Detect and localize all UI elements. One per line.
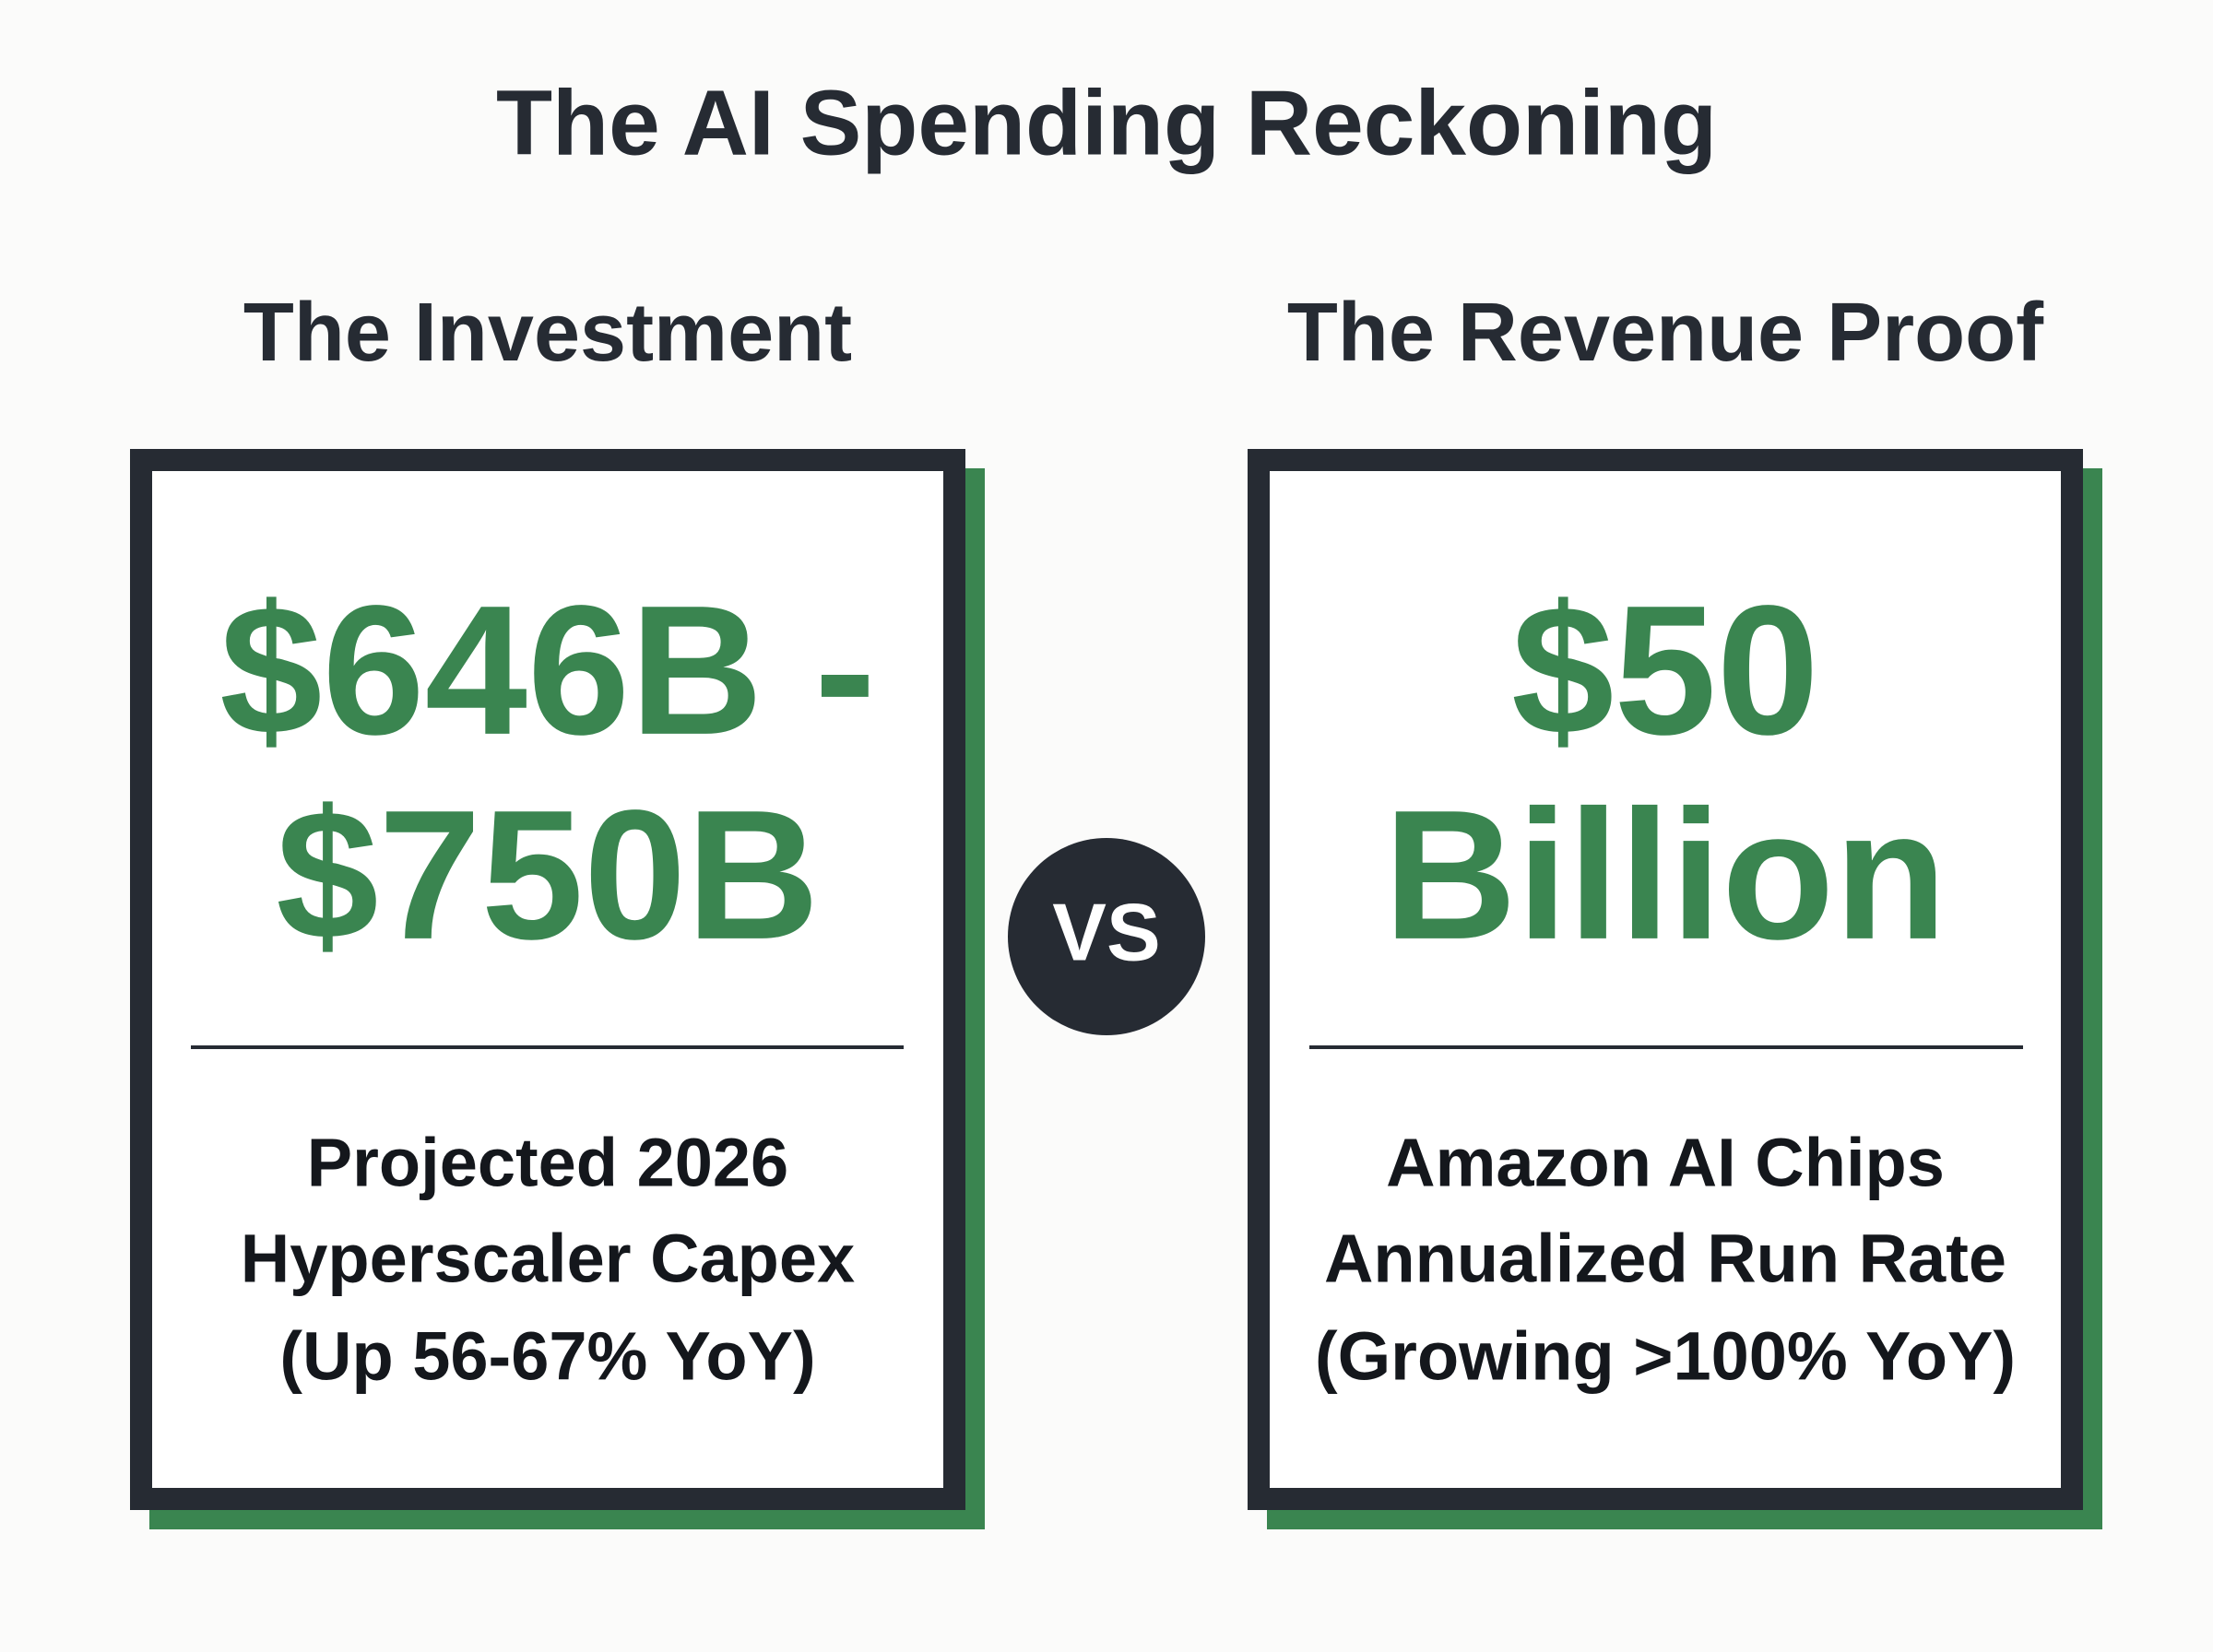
panel-description: (Up 56-67% YoY) (279, 1318, 815, 1395)
panel-value: $646B - (219, 568, 876, 773)
panel-box (1248, 449, 2083, 1510)
panel-description: Annualized Run Rate (1324, 1221, 2006, 1297)
panel-description: Hyperscaler Capex (241, 1221, 855, 1297)
title: The AI Spending Reckoning (496, 71, 1717, 174)
vs-badge (1008, 838, 1205, 1035)
panel-box (130, 449, 965, 1510)
panel-value: $750B (276, 773, 819, 978)
panel-description: (Growing >100% YoY) (1315, 1318, 2016, 1395)
panel-description: Amazon AI Chips (1386, 1125, 1945, 1201)
vs-label: VS (1052, 886, 1160, 977)
panel-heading: The Revenue Proof (1287, 287, 2044, 379)
panel-value: Billion (1383, 773, 1947, 978)
panel-value: $50 (1511, 568, 1819, 773)
panel-heading: The Investment (243, 287, 852, 379)
panel-description: Projected 2026 (307, 1125, 788, 1201)
